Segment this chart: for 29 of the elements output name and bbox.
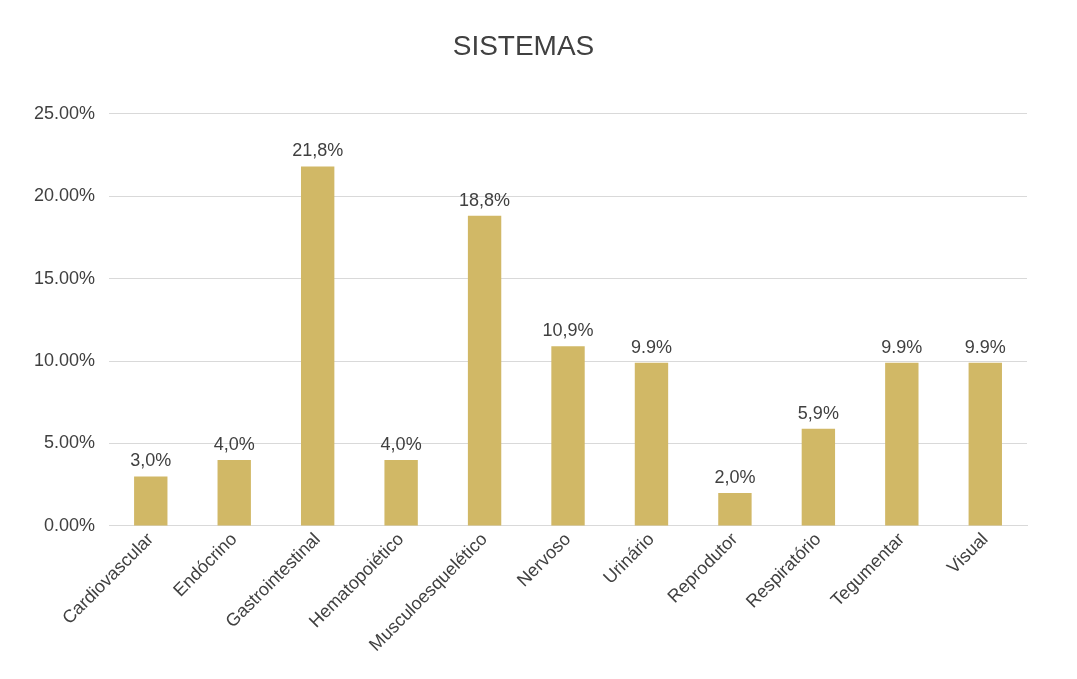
bar <box>718 492 752 526</box>
data-label: 10,9% <box>542 320 594 341</box>
bar <box>885 362 919 526</box>
bar <box>551 346 585 526</box>
data-label: 2,0% <box>714 466 756 487</box>
y-tick-label: 25.00% <box>33 102 96 123</box>
y-tick-label: 0.00% <box>44 514 96 535</box>
data-label: 9.9% <box>881 336 923 357</box>
y-tick-label: 5.00% <box>44 432 96 453</box>
bar <box>968 362 1002 526</box>
data-label: 4,0% <box>213 433 255 454</box>
bar <box>634 362 669 526</box>
bar <box>467 215 502 526</box>
data-label: 5,9% <box>797 402 839 423</box>
y-tick-label: 15.00% <box>33 267 96 288</box>
bar <box>801 428 836 526</box>
bar <box>300 166 335 526</box>
y-tick-label: 20.00% <box>33 185 96 206</box>
bar <box>217 459 251 526</box>
data-label: 21,8% <box>292 140 344 161</box>
bar <box>134 476 168 526</box>
data-label: 3,0% <box>130 450 172 471</box>
data-label: 4,0% <box>380 433 422 454</box>
y-tick-label: 10.00% <box>33 349 96 370</box>
data-label: 9.9% <box>964 336 1006 357</box>
bar <box>384 459 418 526</box>
chart-title: SISTEMAS <box>452 29 595 61</box>
data-label: 9.9% <box>630 336 672 357</box>
data-label: 18,8% <box>459 189 511 210</box>
